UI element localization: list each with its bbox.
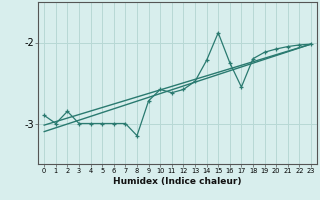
- X-axis label: Humidex (Indice chaleur): Humidex (Indice chaleur): [113, 177, 242, 186]
